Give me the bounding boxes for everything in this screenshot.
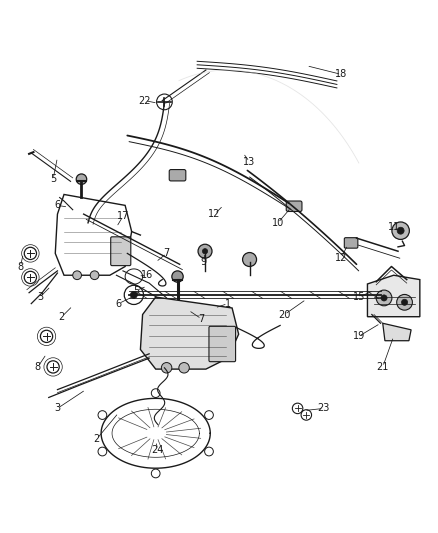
Circle shape (376, 290, 392, 306)
Circle shape (198, 244, 212, 258)
FancyBboxPatch shape (344, 238, 358, 248)
Text: 23: 23 (318, 403, 330, 414)
Text: 5: 5 (133, 286, 139, 295)
Circle shape (73, 271, 81, 280)
Text: 19: 19 (353, 332, 365, 341)
Circle shape (402, 299, 408, 305)
FancyBboxPatch shape (111, 237, 131, 265)
Text: 6: 6 (54, 200, 60, 211)
Text: 12: 12 (335, 253, 347, 263)
Text: 24: 24 (152, 445, 164, 455)
Text: 5: 5 (50, 174, 56, 184)
Text: 7: 7 (198, 314, 205, 324)
Text: 11: 11 (388, 222, 400, 232)
Circle shape (76, 174, 87, 184)
Polygon shape (367, 275, 420, 317)
Circle shape (397, 294, 413, 310)
Polygon shape (141, 297, 239, 369)
Text: 13: 13 (244, 157, 256, 167)
Text: 7: 7 (163, 248, 170, 259)
Text: 1: 1 (225, 298, 231, 309)
Text: 18: 18 (335, 69, 347, 79)
Circle shape (381, 295, 387, 301)
Text: 22: 22 (138, 95, 151, 106)
Text: 16: 16 (141, 270, 153, 280)
FancyBboxPatch shape (169, 169, 186, 181)
Circle shape (243, 253, 257, 266)
Circle shape (202, 248, 208, 254)
Circle shape (90, 271, 99, 280)
Circle shape (172, 271, 183, 282)
FancyBboxPatch shape (209, 326, 236, 362)
Text: 8: 8 (35, 362, 41, 372)
Text: 21: 21 (377, 362, 389, 372)
Circle shape (397, 227, 404, 234)
Text: 2: 2 (59, 312, 65, 322)
Text: 2: 2 (94, 434, 100, 444)
Text: 8: 8 (17, 262, 23, 271)
Circle shape (161, 362, 172, 373)
Text: 17: 17 (117, 211, 129, 221)
Circle shape (131, 292, 138, 298)
Text: 3: 3 (37, 292, 43, 302)
Text: 15: 15 (353, 292, 365, 302)
Text: 20: 20 (278, 310, 291, 319)
FancyBboxPatch shape (286, 201, 302, 212)
Circle shape (179, 362, 189, 373)
Circle shape (392, 222, 410, 239)
Text: 6: 6 (116, 298, 122, 309)
Text: 3: 3 (54, 403, 60, 414)
Text: 12: 12 (208, 209, 221, 219)
Polygon shape (383, 323, 411, 341)
Text: 10: 10 (272, 218, 284, 228)
Text: 9: 9 (201, 257, 207, 267)
